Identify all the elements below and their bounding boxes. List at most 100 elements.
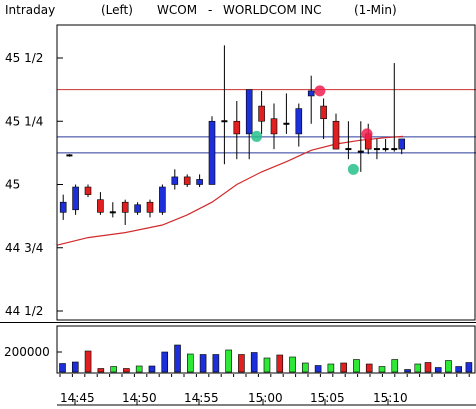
candle-body bbox=[84, 186, 92, 195]
candle-body bbox=[398, 138, 406, 150]
candle-body bbox=[146, 201, 154, 213]
volume-bar bbox=[238, 354, 245, 373]
symbol-label: WCOM bbox=[157, 3, 198, 17]
candle bbox=[146, 199, 154, 218]
axis-side-label: (Left) bbox=[101, 3, 133, 17]
candle bbox=[59, 194, 67, 220]
candle-body bbox=[183, 176, 191, 185]
candle bbox=[109, 202, 116, 218]
volume-bar bbox=[424, 362, 432, 373]
candle-body bbox=[208, 120, 216, 185]
candle bbox=[345, 121, 352, 160]
candle bbox=[233, 101, 241, 160]
candle-body bbox=[332, 120, 340, 150]
chart-frames bbox=[0, 24, 476, 406]
moving-average-line bbox=[56, 135, 404, 246]
price-tick-label: 45 1/2 bbox=[5, 51, 43, 65]
candle bbox=[320, 98, 327, 139]
time-tick-label: 15:10 bbox=[373, 391, 408, 405]
candle bbox=[84, 184, 92, 198]
signal-marker bbox=[347, 163, 359, 175]
signal-marker bbox=[251, 130, 263, 142]
volume-bar bbox=[97, 368, 105, 373]
candle bbox=[196, 174, 203, 188]
volume-bar bbox=[434, 367, 442, 373]
time-axis-ticks: 14:45 14:50 14:55 15:00 15:05 15:10 bbox=[59, 374, 470, 405]
candle-body bbox=[258, 105, 265, 122]
candle-body bbox=[295, 108, 303, 135]
price-tick-label: 44 3/4 bbox=[5, 241, 43, 255]
candle bbox=[97, 192, 104, 215]
candle bbox=[295, 103, 303, 147]
volume-bar bbox=[71, 361, 79, 373]
volume-bar bbox=[340, 362, 347, 373]
candle-body bbox=[307, 90, 315, 97]
candle bbox=[391, 63, 398, 152]
price-panel-frame bbox=[56, 24, 476, 321]
candle-body bbox=[159, 186, 166, 213]
signal-marker bbox=[314, 85, 326, 97]
volume-bar bbox=[110, 366, 117, 373]
candle bbox=[373, 138, 380, 160]
candle bbox=[307, 75, 315, 124]
volume-axis-ticks: 200000 bbox=[4, 345, 62, 359]
volume-bar bbox=[212, 354, 220, 373]
separator-label: - bbox=[208, 3, 213, 17]
price-tick-label: 45 1/4 bbox=[5, 114, 43, 128]
time-tick-label: 14:50 bbox=[122, 391, 157, 405]
volume-bar bbox=[276, 354, 284, 373]
volume-panel-frame bbox=[56, 325, 476, 374]
time-tick-label: 14:55 bbox=[184, 391, 219, 405]
volume-bar bbox=[465, 362, 473, 373]
price-candles bbox=[59, 45, 406, 225]
time-tick-label: 15:00 bbox=[248, 391, 283, 405]
volume-bar bbox=[148, 365, 156, 373]
volume-bar bbox=[391, 359, 399, 373]
price-grid bbox=[57, 57, 63, 312]
volume-bar bbox=[378, 366, 386, 373]
time-tick-label: 15:05 bbox=[310, 391, 345, 405]
price-tick-label: 44 1/2 bbox=[5, 304, 43, 318]
signal-marker bbox=[361, 128, 373, 140]
candle-body bbox=[320, 105, 327, 120]
volume-bar bbox=[327, 363, 335, 373]
interval-label: (1-Min) bbox=[354, 3, 397, 17]
candle-body bbox=[270, 118, 278, 135]
volume-bar bbox=[353, 359, 360, 373]
candle bbox=[382, 138, 389, 152]
volume-bar bbox=[187, 353, 194, 373]
volume-bar bbox=[84, 350, 92, 373]
volume-bar bbox=[59, 363, 66, 373]
volume-bars bbox=[59, 344, 473, 373]
candle-body bbox=[171, 176, 179, 185]
chart-mode-label: Intraday bbox=[5, 3, 56, 17]
candle-body bbox=[134, 204, 141, 213]
volume-bar bbox=[250, 352, 258, 373]
candle bbox=[283, 93, 290, 134]
candle bbox=[270, 103, 278, 150]
candle-body bbox=[59, 201, 67, 213]
volume-bar bbox=[225, 349, 232, 373]
candle-body bbox=[245, 89, 253, 135]
candle bbox=[332, 113, 340, 150]
candle-body bbox=[121, 201, 129, 213]
volume-bar bbox=[445, 360, 452, 373]
volume-bar bbox=[302, 362, 309, 373]
candle bbox=[134, 202, 141, 215]
candle bbox=[398, 138, 406, 155]
volume-bar bbox=[174, 344, 181, 373]
time-tick-label: 14:45 bbox=[60, 391, 95, 405]
candle bbox=[258, 90, 265, 134]
candle-body bbox=[233, 120, 241, 135]
volume-bar bbox=[314, 365, 322, 373]
volume-bar bbox=[414, 363, 422, 373]
price-reference-lines bbox=[57, 89, 476, 154]
volume-bar bbox=[365, 363, 373, 373]
candle bbox=[66, 154, 73, 157]
candle bbox=[72, 184, 79, 215]
candle-body bbox=[196, 179, 203, 185]
candle bbox=[159, 184, 166, 215]
candle bbox=[221, 45, 228, 165]
candle bbox=[245, 89, 253, 160]
